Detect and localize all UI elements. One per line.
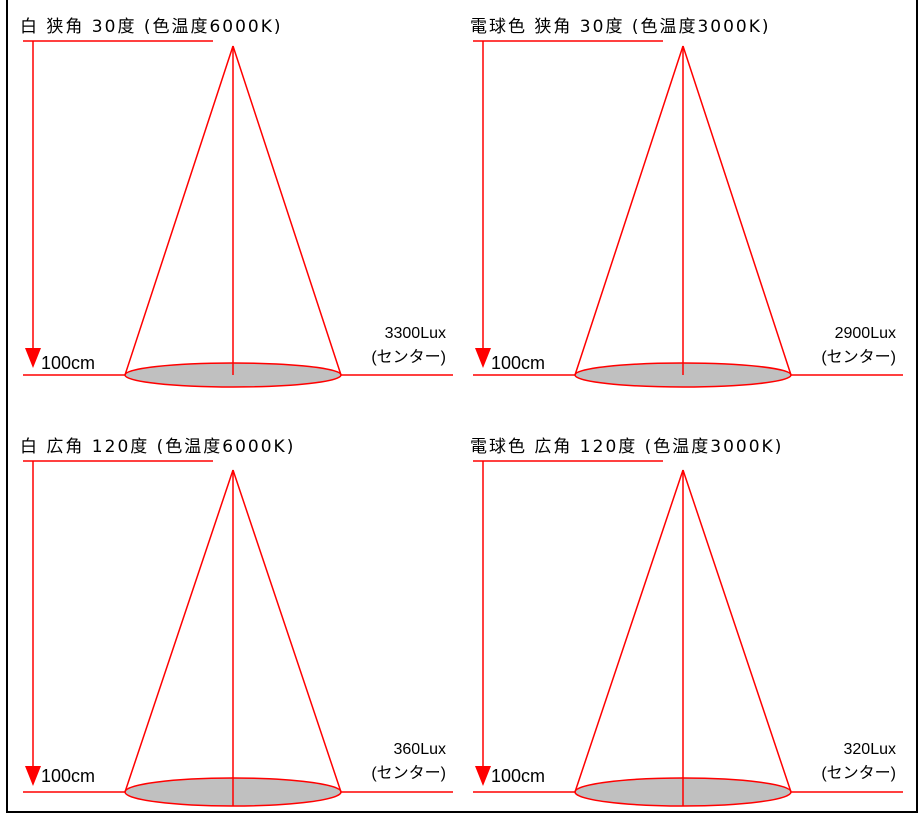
beam-edge-left — [124, 469, 234, 793]
distance-arrow-head — [25, 348, 41, 368]
beam-cone-graphic — [473, 460, 903, 807]
lux-note: (センター) — [371, 765, 446, 782]
distance-label: 100cm — [41, 353, 96, 373]
lux-value: 3300Lux — [384, 325, 446, 342]
beam-edge-left — [124, 45, 234, 376]
beam-edge-left — [574, 469, 684, 793]
beam-cone-graphic — [473, 40, 903, 388]
panel-white-wide: 白 広角 120度 (色温度6000K) 100cm 360Lux (センター) — [8, 420, 458, 830]
panel-warm-wide: 電球色 広角 120度 (色温度3000K) 100cm 320Lux (センタ… — [458, 420, 908, 830]
lux-value: 2900Lux — [834, 325, 896, 342]
panel-title: 電球色 広角 120度 (色温度3000K) — [470, 437, 784, 457]
beam-edge-right — [682, 469, 792, 793]
distance-arrow-head — [475, 766, 491, 786]
beam-edge-right — [232, 45, 342, 376]
distance-arrow-head — [25, 766, 41, 786]
panel-title: 白 狭角 30度 (色温度6000K) — [20, 17, 283, 37]
distance-arrow-head — [475, 348, 491, 368]
lux-note: (センター) — [371, 349, 446, 366]
beam-edge-left — [574, 45, 684, 376]
distance-label: 100cm — [41, 766, 96, 786]
beam-cone-graphic — [23, 460, 453, 807]
lux-note: (センター) — [821, 765, 896, 782]
panel-title: 白 広角 120度 (色温度6000K) — [20, 437, 296, 457]
lux-value: 320Lux — [843, 741, 897, 758]
distance-label: 100cm — [491, 353, 546, 373]
panel-white-narrow: 白 狭角 30度 (色温度6000K) 100cm 3300Lux (センター) — [8, 0, 458, 410]
distance-label: 100cm — [491, 766, 546, 786]
beam-cone-graphic — [23, 40, 453, 388]
beam-edge-right — [232, 469, 342, 793]
panel-warm-narrow: 電球色 狭角 30度 (色温度3000K) 100cm 2900Lux (センタ… — [458, 0, 908, 410]
panel-title: 電球色 狭角 30度 (色温度3000K) — [470, 17, 771, 37]
lux-value: 360Lux — [393, 741, 447, 758]
lux-note: (センター) — [821, 349, 896, 366]
beam-edge-right — [682, 45, 792, 376]
